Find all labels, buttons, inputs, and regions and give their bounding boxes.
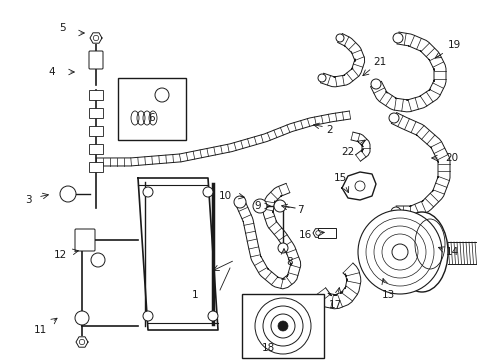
- Text: 12: 12: [53, 250, 66, 260]
- Text: 22: 22: [341, 147, 354, 157]
- Circle shape: [273, 200, 285, 212]
- Bar: [317, 228, 335, 238]
- Circle shape: [390, 207, 400, 217]
- Bar: [89, 90, 103, 100]
- Circle shape: [155, 88, 169, 102]
- Circle shape: [370, 79, 380, 89]
- Text: 6: 6: [148, 113, 155, 123]
- Circle shape: [91, 253, 105, 267]
- Text: 3: 3: [24, 195, 31, 205]
- Text: 16: 16: [298, 230, 311, 240]
- Text: 2: 2: [326, 125, 333, 135]
- Circle shape: [252, 199, 266, 213]
- Circle shape: [142, 187, 153, 197]
- Text: 14: 14: [445, 247, 458, 257]
- Circle shape: [263, 306, 303, 346]
- Circle shape: [381, 234, 417, 270]
- Text: 8: 8: [286, 257, 293, 267]
- Circle shape: [392, 33, 402, 43]
- Bar: [89, 162, 103, 172]
- Circle shape: [60, 186, 76, 202]
- Text: 13: 13: [381, 290, 394, 300]
- Text: 9: 9: [254, 201, 261, 211]
- Text: 20: 20: [445, 153, 458, 163]
- Circle shape: [388, 113, 398, 123]
- Circle shape: [234, 196, 245, 208]
- Circle shape: [315, 231, 320, 235]
- Circle shape: [270, 314, 294, 338]
- Bar: [89, 108, 103, 118]
- Text: 18: 18: [261, 343, 274, 353]
- Text: 10: 10: [218, 191, 231, 201]
- FancyBboxPatch shape: [75, 229, 95, 251]
- Circle shape: [335, 34, 343, 42]
- Text: 4: 4: [49, 67, 55, 77]
- Polygon shape: [76, 337, 88, 347]
- Text: 11: 11: [33, 325, 46, 335]
- Circle shape: [391, 244, 407, 260]
- Text: 17: 17: [328, 300, 341, 310]
- Ellipse shape: [395, 212, 447, 292]
- Circle shape: [254, 298, 310, 354]
- Bar: [118, 78, 185, 140]
- Polygon shape: [90, 33, 102, 43]
- Circle shape: [93, 35, 99, 41]
- Text: 15: 15: [333, 173, 346, 183]
- Bar: [242, 294, 324, 358]
- Circle shape: [357, 210, 441, 294]
- Circle shape: [79, 339, 84, 345]
- Text: 5: 5: [59, 23, 65, 33]
- FancyBboxPatch shape: [89, 51, 103, 69]
- Circle shape: [142, 311, 153, 321]
- Bar: [89, 144, 103, 154]
- Circle shape: [365, 218, 433, 286]
- Text: 19: 19: [447, 40, 460, 50]
- Text: 1: 1: [191, 290, 198, 300]
- Text: 7: 7: [296, 205, 303, 215]
- Polygon shape: [312, 229, 323, 237]
- Circle shape: [278, 321, 287, 331]
- Circle shape: [317, 74, 325, 82]
- Circle shape: [207, 311, 218, 321]
- Text: 21: 21: [373, 57, 386, 67]
- Circle shape: [354, 181, 364, 191]
- Circle shape: [203, 187, 213, 197]
- Circle shape: [75, 311, 89, 325]
- Circle shape: [373, 226, 425, 278]
- Bar: [89, 126, 103, 136]
- Circle shape: [278, 243, 287, 253]
